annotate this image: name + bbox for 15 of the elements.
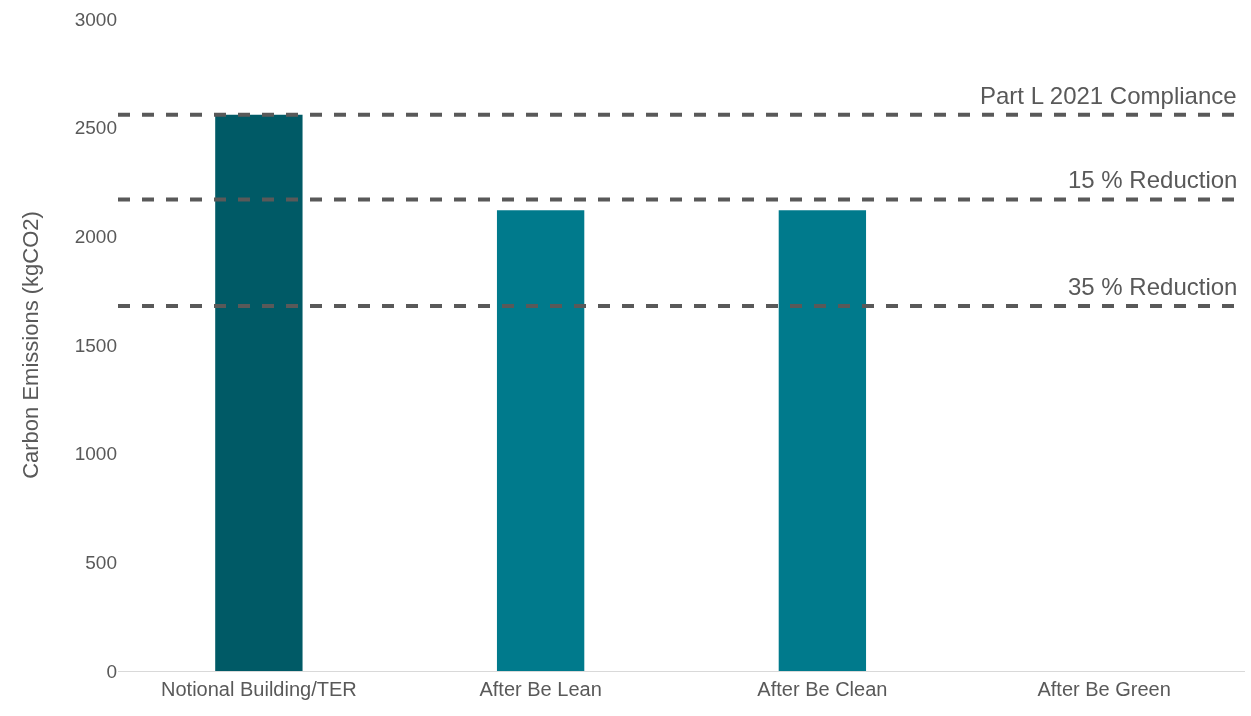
ref-line-label: Part L 2021 Compliance	[980, 82, 1237, 109]
x-tick-label: After Be Green	[1037, 678, 1171, 700]
y-tick-label: 500	[85, 551, 117, 573]
x-tick-label: After Be Lean	[479, 678, 602, 700]
y-tick-label: 1000	[74, 443, 117, 465]
y-tick-label: 1500	[74, 334, 117, 356]
y-axis-title: Carbon Emissions (kgCO2)	[17, 211, 43, 479]
y-tick-label: 2000	[74, 225, 117, 247]
y-tick-label: 2500	[74, 117, 117, 139]
x-tick-label: After Be Clean	[757, 678, 888, 700]
y-tick-label: 0	[106, 660, 117, 682]
ref-line-label: 15 % Reduction	[1068, 166, 1238, 193]
ref-line-label: 35 % Reduction	[1068, 273, 1238, 300]
x-tick-label: Notional Building/TER	[161, 678, 357, 700]
y-tick-label: 3000	[74, 8, 117, 30]
